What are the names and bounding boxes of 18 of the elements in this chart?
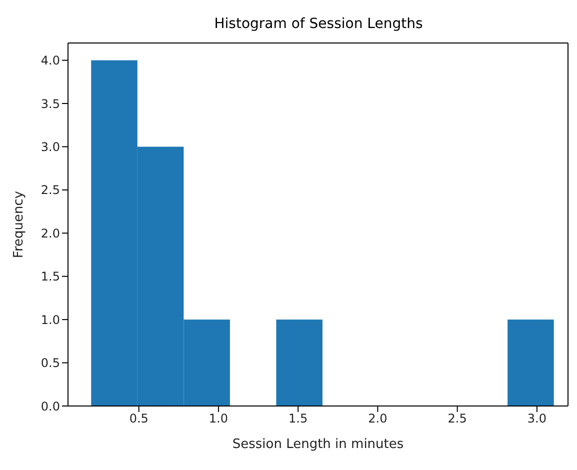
- y-tick-label: 4.0: [40, 54, 60, 68]
- x-tick-label: 2.0: [368, 412, 388, 426]
- y-tick-label: 1.5: [40, 270, 60, 284]
- y-tick-label: 3.0: [40, 140, 60, 154]
- x-tick-label: 0.5: [129, 412, 148, 426]
- y-tick-label: 3.5: [40, 96, 60, 111]
- y-tick-label: 2.5: [40, 183, 60, 198]
- y-tick-label: 1.0: [40, 312, 60, 327]
- y-axis-title: Frequency: [12, 190, 27, 258]
- x-tick-label: 1.5: [288, 412, 308, 426]
- x-tick-label: 1.0: [208, 412, 228, 426]
- x-tick-label: 3.0: [527, 412, 546, 426]
- y-tick-label: 2.0: [40, 226, 60, 240]
- chart-title: Histogram of Session Lengths: [213, 16, 424, 32]
- y-tick-label: 0.5: [40, 356, 60, 370]
- y-tick-label: 0.0: [40, 399, 60, 414]
- x-axis-title: Session Length in minutes: [232, 437, 404, 452]
- x-tick-label: 2.5: [448, 412, 467, 426]
